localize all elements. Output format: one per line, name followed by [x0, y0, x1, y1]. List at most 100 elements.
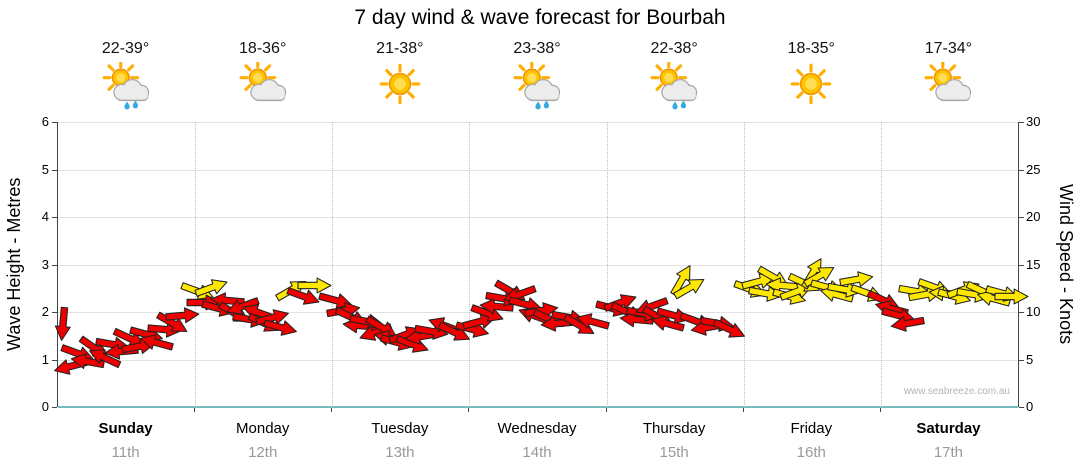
x-axis-date-label: 13th	[385, 444, 415, 461]
gridline-v	[195, 122, 197, 407]
gridline-h	[58, 122, 1018, 123]
wind-axis-tickmark	[1019, 264, 1024, 266]
wave-axis-tickmark	[52, 217, 57, 218]
gridline-v	[606, 122, 608, 407]
wind-arrow	[226, 296, 260, 315]
wind-arrow	[297, 277, 332, 294]
wind-axis-tickmark	[1019, 169, 1024, 171]
day-temperature: 17-34°	[924, 40, 973, 57]
x-axis-tickmark	[194, 407, 196, 412]
wind-arrow	[890, 315, 925, 332]
gridline-h	[58, 169, 1018, 171]
wind-arrow	[994, 288, 1029, 305]
wind-arrow	[656, 307, 691, 325]
x-axis-day-label: Wednesday	[497, 420, 577, 437]
day-temperature: 23-38°	[513, 40, 561, 57]
x-axis-date-label: 12th	[248, 444, 278, 461]
wave-axis-tick-label: 0	[41, 399, 49, 414]
x-axis-day-label: Monday	[236, 420, 290, 437]
wind-arrow	[193, 279, 228, 297]
wind-arrow	[318, 292, 353, 309]
gridline-h	[58, 359, 1018, 361]
wave-axis-tickmark	[52, 359, 57, 361]
wind-axis-tickmark	[1019, 407, 1024, 408]
wind-arrow	[156, 311, 188, 332]
day-weather-icon	[648, 59, 700, 110]
sun-icon	[790, 63, 832, 105]
wind-arrow	[838, 271, 873, 288]
wind-arrow	[54, 306, 71, 341]
x-axis-tickmark	[468, 407, 470, 412]
sun-cloud-icon	[239, 59, 286, 102]
day-weather-icon	[785, 62, 837, 110]
x-axis-day-label: Friday	[790, 420, 833, 437]
wind-arrow	[286, 287, 320, 306]
wind-arrow	[438, 322, 471, 342]
wind-axis-tickmark	[1019, 312, 1024, 313]
x-axis-date-label: 15th	[659, 444, 689, 461]
day-weather-icon	[374, 62, 426, 110]
x-axis-date-label: 16th	[796, 444, 826, 461]
wave-axis-tickmark	[52, 169, 57, 171]
wave-axis-tickmark	[52, 407, 57, 408]
day-temperature: 21-38°	[376, 40, 424, 57]
wind-axis-tickmark	[1019, 217, 1024, 218]
x-axis-tickmark	[879, 407, 881, 412]
wind-arrow	[262, 319, 297, 336]
wind-arrow	[255, 309, 289, 326]
x-axis-day-label: Sunday	[98, 420, 153, 437]
wind-axis-tickmark	[1019, 359, 1024, 361]
wave-axis-tickmark	[52, 122, 57, 123]
x-axis-tickmark	[742, 407, 744, 412]
wind-arrow	[779, 282, 813, 301]
wind-axis-tickmark	[1019, 122, 1024, 123]
wave-axis-tick-label: 6	[41, 114, 49, 129]
wind-arrow	[524, 301, 559, 318]
x-axis-tickmark	[331, 407, 333, 412]
day-temperature: 22-39°	[101, 40, 150, 57]
gridline-v	[743, 122, 745, 407]
wind-axis-tick-label: 20	[1026, 209, 1041, 224]
wind-arrow	[462, 313, 497, 330]
wind-axis-tick-label: 30	[1026, 114, 1041, 129]
wind-axis-tick-label: 10	[1026, 304, 1041, 319]
wave-axis-tick-label: 1	[41, 351, 49, 367]
day-weather-icon	[237, 59, 289, 110]
gridline-v	[469, 122, 471, 407]
wave-axis-tickmark	[52, 312, 57, 313]
day-weather-icon	[511, 59, 563, 110]
x-axis-tickmark	[605, 407, 607, 412]
wind-arrow	[650, 315, 685, 332]
right-axis-label: Wind Speed - Knots	[1056, 184, 1076, 345]
wind-axis-tick-label: 5	[1026, 351, 1034, 367]
day-temperature: 22-38°	[650, 40, 698, 57]
wind-arrow	[70, 353, 105, 369]
wind-axis-tick-label: 0	[1026, 399, 1034, 414]
x-axis-day-label: Thursday	[642, 420, 706, 437]
wind-arrow	[575, 313, 610, 330]
wind-axis-tick-label: 15	[1026, 256, 1041, 272]
day-weather-icon	[100, 59, 152, 110]
wave-axis-tick-label: 4	[41, 209, 49, 224]
wind-arrow	[165, 307, 200, 324]
x-axis-day-label: Tuesday	[371, 420, 429, 437]
wind-axis-tick-label: 25	[1026, 161, 1041, 177]
wave-axis-tick-label: 5	[41, 161, 49, 177]
sun-cloud-rain-icon	[513, 59, 561, 110]
gridline-h	[58, 217, 1018, 218]
chart-title: 7 day wind & wave forecast for Bourbah	[354, 6, 726, 29]
sun-cloud-icon	[924, 59, 972, 102]
wind-arrow	[89, 349, 122, 369]
wind-arrow	[672, 278, 705, 300]
sun-cloud-rain-icon	[102, 59, 149, 110]
x-axis-date-label: 17th	[933, 444, 964, 461]
gridline-v	[880, 122, 882, 407]
wind-arrow	[139, 334, 174, 351]
gridline-h	[58, 264, 1018, 266]
x-axis-day-label: Saturday	[916, 420, 981, 437]
wind-arrow	[712, 318, 745, 338]
watermark: www.seabreeze.com.au	[903, 386, 1010, 397]
sun-icon	[379, 63, 421, 105]
x-axis-date-label: 11th	[111, 444, 140, 461]
